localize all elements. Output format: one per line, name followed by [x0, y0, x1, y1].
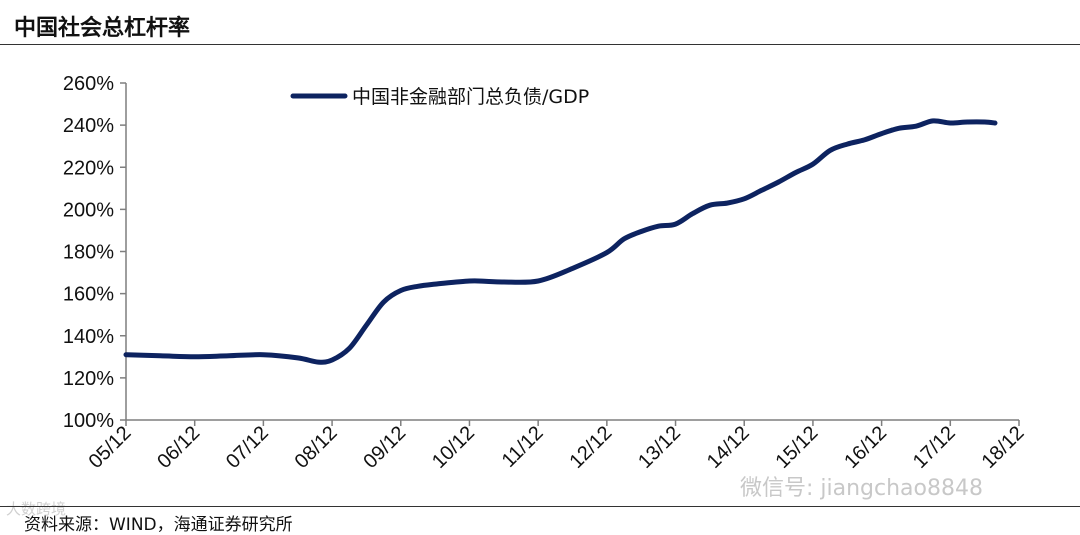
x-tick-label: 16/12 [840, 422, 891, 473]
chart-canvas: 100%120%140%160%180%200%220%240%260%05/1… [63, 73, 1029, 473]
chart-title: 中国社会总杠杆率 [14, 16, 191, 41]
x-tick-label: 15/12 [772, 422, 823, 473]
y-tick-label: 160% [63, 284, 114, 306]
footer-rule [0, 506, 1080, 507]
x-tick-label: 07/12 [222, 422, 273, 473]
x-tick-label: 10/12 [428, 422, 479, 473]
x-tick-label: 13/12 [634, 422, 685, 473]
x-tick-label: 08/12 [291, 422, 342, 473]
y-tick-label: 240% [63, 115, 114, 137]
y-tick-label: 180% [63, 242, 114, 264]
y-tick-label: 200% [63, 199, 114, 221]
y-tick-label: 100% [63, 410, 114, 432]
brand-watermark: 大数跨境 [6, 500, 67, 518]
y-tick-label: 120% [63, 368, 114, 390]
x-tick-label: 12/12 [565, 422, 616, 473]
x-tick-label: 06/12 [153, 422, 204, 473]
wechat-watermark: 微信号: jiangchao8848 [740, 476, 983, 501]
x-tick-label: 11/12 [498, 422, 548, 472]
x-tick-label: 17/12 [909, 422, 960, 473]
x-tick-label: 18/12 [978, 422, 1029, 473]
y-tick-label: 260% [63, 73, 114, 95]
y-tick-label: 220% [63, 157, 114, 179]
chart-series [123, 118, 998, 365]
y-tick-label: 140% [63, 326, 114, 348]
series-line-0 [123, 118, 998, 365]
header-rule [0, 44, 1080, 45]
x-tick-label: 09/12 [359, 422, 410, 473]
chart-legend: 中国非金融部门总负债/GDP [290, 86, 589, 108]
x-tick-label: 14/12 [703, 422, 754, 473]
legend-label: 中国非金融部门总负债/GDP [352, 86, 589, 108]
source-note: 资料来源：WIND，海通证券研究所 [24, 515, 293, 535]
